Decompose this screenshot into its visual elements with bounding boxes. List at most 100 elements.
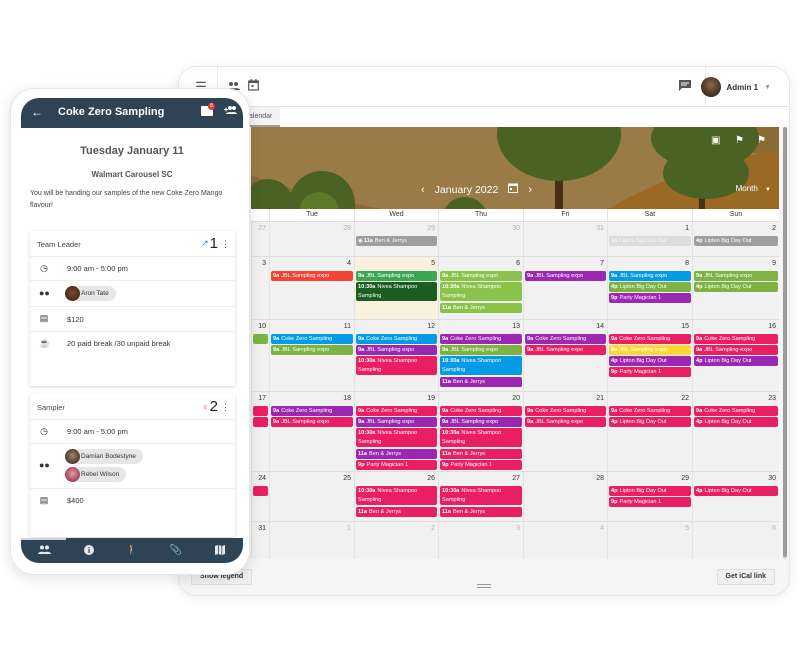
calendar-event[interactable]: 9a Coke Zero Sampling [440, 406, 522, 416]
day-cell[interactable]: 4 [523, 522, 607, 559]
calendar-event[interactable]: 10:30a Nivea Shampoo Sampling [440, 428, 522, 447]
calendar-event[interactable]: 10:30a Nivea Shampoo Sampling [356, 282, 437, 301]
day-cell[interactable]: 14 9a Coke Zero Sampling 9a JBL Sampling exp… [523, 320, 607, 391]
day-number[interactable]: 1 [347, 525, 351, 532]
calendar-event[interactable]: 9a JBL Sampling expo [525, 271, 606, 281]
calendar-event[interactable]: 10:30a Nivea Shampoo Sampling [356, 428, 437, 447]
chevron-right-icon[interactable]: › [528, 183, 532, 196]
scrollbar[interactable] [783, 127, 787, 559]
day-cell[interactable]: 31 [251, 522, 269, 559]
day-number[interactable]: 18 [343, 395, 351, 402]
day-cell[interactable]: 30 4p Lipton Big Day Out [692, 472, 779, 521]
calendar-event[interactable]: 4p Lipton Big Day Out [609, 356, 691, 366]
calendar-event[interactable]: 9a Coke Zero Sampling [694, 334, 778, 344]
day-cell[interactable]: 13 9a Coke Zero Sampling 9a JBL Sampling exp… [438, 320, 523, 391]
day-cell[interactable]: 31 [523, 222, 607, 256]
day-cell[interactable]: 6 [692, 522, 779, 559]
calendar-event[interactable]: 9a JBL Sampling expo [271, 417, 353, 427]
day-number[interactable]: 27 [258, 225, 266, 232]
day-number[interactable]: 3 [262, 260, 266, 267]
calendar-event[interactable]: 9a JBL Sampling expo [440, 345, 522, 355]
day-cell[interactable]: 3 [438, 522, 523, 559]
calendar-event[interactable] [253, 406, 268, 416]
day-number[interactable]: 5 [685, 525, 689, 532]
day-number[interactable]: 7 [600, 260, 604, 267]
day-number[interactable]: 2 [431, 525, 435, 532]
add-people-icon[interactable] [224, 105, 237, 118]
scrollbar-thumb[interactable] [783, 127, 787, 557]
calendar-event[interactable]: 9a Coke Zero Sampling [694, 406, 778, 416]
info-icon[interactable] [82, 545, 96, 558]
calendar-event[interactable]: 10:30a Nivea Shampoo Sampling [356, 486, 437, 505]
calendar-event[interactable]: 4p Lipton Big Day Out [609, 417, 691, 427]
calendar-event[interactable]: 9a JBL Sampling expo [609, 271, 691, 281]
day-cell[interactable]: 5 9a JBL Sampling expo 10:30a Nivea Shampoo … [354, 257, 438, 319]
person-chip[interactable]: Aron Tate [65, 286, 116, 301]
calendar-event[interactable]: 9a Coke Zero Sampling [525, 406, 606, 416]
calendar-event[interactable]: 9a Coke Zero Sampling [271, 334, 353, 344]
flag-icon[interactable]: ⚑ [735, 135, 744, 146]
day-cell[interactable]: 27 10:30a Nivea Shampoo Sampling 11a Ben & J… [438, 472, 523, 521]
person-chip[interactable]: Rebel Wilson [65, 467, 127, 482]
calendar-event[interactable]: 11a Ben & Jerrys [440, 303, 522, 313]
day-cell[interactable]: 26 10:30a Nivea Shampoo Sampling 11a Ben & J… [354, 472, 438, 521]
day-cell[interactable]: 2 [354, 522, 438, 559]
day-number[interactable]: 30 [512, 225, 520, 232]
calendar-event[interactable]: 4p Lipton Big Day Out [609, 282, 691, 292]
day-cell[interactable]: 3 [251, 257, 269, 319]
calendar-event[interactable]: 9a JBL Sampling expo [440, 417, 522, 427]
day-cell[interactable]: 29 4p Lipton Big Day Out 9p Party Magician 1 [607, 472, 692, 521]
day-cell[interactable]: 1 4p Lipton Big Day Out [607, 222, 692, 256]
calendar-event[interactable]: 4p Lipton Big Day Out [694, 356, 778, 366]
day-number[interactable]: 25 [343, 475, 351, 482]
calendar-event[interactable]: 4p Lipton Big Day Out [694, 417, 778, 427]
day-cell[interactable]: 27 [251, 222, 269, 256]
more-vert-icon[interactable]: ⋮ [221, 239, 230, 249]
calendar-event[interactable]: 4p Lipton Big Day Out [694, 486, 778, 496]
calendar-event[interactable]: 9a JBL Sampling expo [694, 271, 778, 281]
chat-icon[interactable] [677, 79, 693, 95]
day-number[interactable]: 3 [516, 525, 520, 532]
day-cell[interactable]: 6 9a JBL Sampling expo 10:30a Nivea Shampoo … [438, 257, 523, 319]
day-number[interactable]: 19 [427, 395, 435, 402]
user-menu[interactable]: Admin 1 ▼ [700, 75, 771, 99]
calendar-event[interactable]: 10:30a Nivea Shampoo Sampling [356, 356, 437, 375]
menu-icon[interactable]: ☰ [195, 79, 207, 94]
calendar-event[interactable]: 9p Party Magician 1 [356, 460, 437, 470]
calendar-event[interactable]: 9a JBL Sampling expo [356, 345, 437, 355]
calendar-event[interactable]: 10:30a Nivea Shampoo Sampling [440, 486, 522, 505]
calendar-event[interactable]: 10:30a Nivea Shampoo Sampling [440, 282, 522, 301]
calendar-event[interactable]: 9p Party Magician 1 [609, 367, 691, 377]
calendar-event[interactable] [253, 486, 268, 496]
get-ical-link-button[interactable]: Get iCal link [716, 569, 775, 585]
day-cell[interactable]: 19 9a Coke Zero Sampling 9a JBL Sampling exp… [354, 392, 438, 471]
day-cell[interactable]: 28 [523, 472, 607, 521]
people-icon[interactable] [37, 545, 51, 557]
day-cell[interactable]: 7 9a JBL Sampling expo [523, 257, 607, 319]
flag-icon[interactable]: ⚑ [757, 135, 766, 146]
calendar-event[interactable]: 9p Party Magician 1 [609, 293, 691, 303]
day-number[interactable]: 20 [512, 395, 520, 402]
day-number[interactable]: 26 [427, 475, 435, 482]
walker-icon[interactable]: 🚶 [125, 545, 139, 556]
day-number[interactable]: 9 [772, 260, 776, 267]
day-cell[interactable]: 4 9a JBL Sampling expo [269, 257, 354, 319]
day-cell[interactable]: 1 [269, 522, 354, 559]
calendar-event[interactable]: 9a Coke Zero Sampling [356, 334, 437, 344]
calendar-event[interactable]: 11a Ben & Jerrys [440, 507, 522, 517]
calendar-event[interactable]: 9a Coke Zero Sampling [609, 334, 691, 344]
calendar-event[interactable]: 9a Coke Zero Sampling [440, 334, 522, 344]
day-number[interactable]: 5 [431, 260, 435, 267]
calendar-event[interactable]: 9a JBL Sampling expo [271, 345, 353, 355]
day-number[interactable]: 2 [772, 225, 776, 232]
day-cell[interactable]: 28 [269, 222, 354, 256]
day-cell[interactable]: 23 9a Coke Zero Sampling 4p Lipton Big Day O… [692, 392, 779, 471]
calendar-event[interactable]: 11a Ben & Jerrys [356, 449, 437, 459]
back-arrow-icon[interactable]: ← [31, 105, 43, 119]
day-cell[interactable]: 8 9a JBL Sampling expo 4p Lipton Big Day Out… [607, 257, 692, 319]
calendar-event[interactable]: 11a Ben & Jerrys [440, 449, 522, 459]
day-cell[interactable]: 11 9a Coke Zero Sampling 9a JBL Sampling exp… [269, 320, 354, 391]
day-cell[interactable]: 10 [251, 320, 269, 391]
map-icon[interactable] [213, 545, 227, 558]
calendar-event[interactable]: 4p Lipton Big Day Out [609, 236, 691, 246]
